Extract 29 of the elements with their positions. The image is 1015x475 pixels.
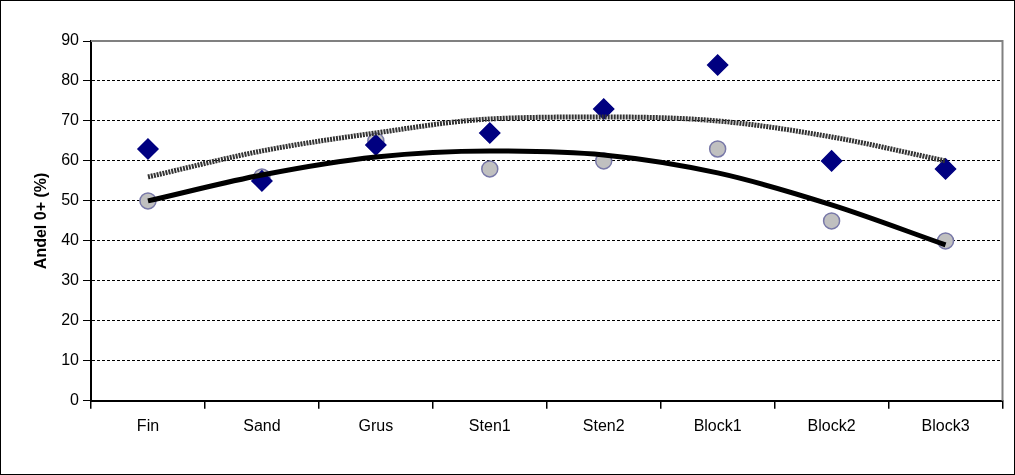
x-tick-label: Sand [243,416,281,434]
x-tick-label: Fin [136,416,160,434]
y-tick-label: 10 [61,351,80,369]
point [479,122,501,144]
point [365,134,387,156]
y-tick-label: 30 [61,271,80,289]
point [934,158,957,180]
y-tick-label: 80 [61,71,80,89]
point [137,138,159,160]
x-tick-label: Block3 [921,416,970,434]
y-tick-label: 70 [61,111,80,129]
y-tick-label: 60 [61,151,80,169]
y-tick-label: 50 [61,191,80,209]
y-tick-label: 90 [61,31,80,49]
point [592,98,615,120]
y-axis-title: Andel 0+ (%) [32,172,50,270]
point [706,54,729,76]
x-tick-label: Grus [358,416,394,434]
y-tick-label: 20 [61,311,80,329]
y-tick-label: 40 [61,231,80,249]
x-tick-label: Block1 [693,416,742,434]
x-tick-label: Sten1 [468,416,511,434]
point [822,212,841,230]
x-tick-label: Block2 [807,416,856,434]
x-tick-label: Sten2 [582,416,625,434]
point [708,140,727,158]
point [481,160,499,178]
y-tick-label: 0 [70,391,80,409]
point [820,150,843,172]
